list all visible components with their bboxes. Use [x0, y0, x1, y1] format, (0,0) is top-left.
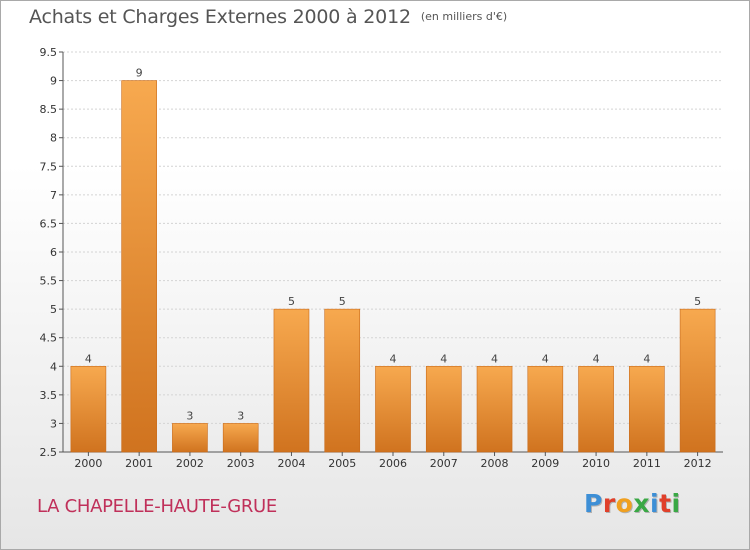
- bar-value-label: 5: [694, 295, 701, 308]
- bar-value-label: 5: [288, 295, 295, 308]
- x-tick-label: 2005: [328, 457, 356, 470]
- logo-letter: P: [584, 489, 603, 518]
- bar-value-label: 4: [542, 352, 549, 365]
- bar-series: 4 9 3 3 5 5 4 4 4 4 4 4 5: [70, 67, 716, 453]
- bar: [273, 308, 310, 453]
- bar-value-label: 5: [339, 295, 346, 308]
- x-axis: 2000 2001 2002 2003 2004 2005 2006 2007 2008 2009…: [74, 452, 712, 470]
- bar: [70, 365, 107, 453]
- x-tick-label: 2011: [633, 457, 661, 470]
- bar: [172, 423, 208, 453]
- y-tick-label: 4: [50, 360, 57, 373]
- x-tick-label: 2001: [125, 457, 153, 470]
- bar: [578, 365, 614, 453]
- bar-value-label: 4: [643, 352, 650, 365]
- chart-title-block: Achats et Charges Externes 2000 à 2012 (e…: [29, 6, 507, 28]
- bar: [679, 308, 716, 453]
- bar: [121, 80, 157, 453]
- chart-unit-note: (en milliers d'€): [420, 10, 508, 23]
- y-tick-label: 8: [50, 132, 57, 145]
- bar: [425, 365, 462, 453]
- bar: [324, 308, 361, 453]
- logo-letter: i: [650, 489, 660, 518]
- x-tick-label: 2000: [74, 457, 102, 470]
- x-tick-label: 2002: [176, 457, 204, 470]
- y-tick-label: 7: [50, 189, 57, 202]
- logo-letter: t: [659, 489, 672, 518]
- bar-value-label: 4: [85, 352, 92, 365]
- y-tick-label: 6.5: [40, 217, 58, 230]
- x-tick-label: 2008: [481, 457, 509, 470]
- y-tick-label: 3: [50, 417, 57, 430]
- bar-value-label: 4: [390, 352, 397, 365]
- y-tick-label: 2.5: [40, 446, 58, 459]
- bar-value-label: 3: [186, 409, 193, 422]
- x-tick-label: 2006: [379, 457, 407, 470]
- x-tick-label: 2010: [582, 457, 610, 470]
- y-tick-label: 5.5: [40, 275, 58, 288]
- x-tick-label: 2012: [684, 457, 712, 470]
- y-tick-label: 7.5: [40, 160, 58, 173]
- bar: [476, 365, 513, 453]
- logo-letter: o: [615, 489, 634, 518]
- commune-name: LA CHAPELLE-HAUTE-GRUE: [37, 496, 277, 517]
- bar: [527, 365, 564, 453]
- bar-value-label: 9: [136, 67, 143, 80]
- proxiti-logo[interactable]: Proxiti: [584, 489, 681, 518]
- x-tick-label: 2009: [531, 457, 559, 470]
- y-tick-label: 5: [50, 303, 57, 316]
- bar-value-label: 4: [491, 352, 498, 365]
- logo-letter: i: [671, 489, 681, 518]
- y-tick-label: 9.5: [40, 46, 58, 59]
- x-tick-label: 2003: [227, 457, 255, 470]
- logo-letter: r: [602, 489, 616, 518]
- chart-title: Achats et Charges Externes 2000 à 2012: [29, 6, 411, 28]
- y-tick-label: 4.5: [40, 332, 58, 345]
- bar-value-label: 3: [237, 409, 244, 422]
- bar: [629, 365, 665, 453]
- y-tick-label: 9: [50, 75, 57, 88]
- y-tick-label: 6: [50, 246, 57, 259]
- y-tick-label: 8.5: [40, 103, 58, 116]
- bar-value-label: 4: [440, 352, 447, 365]
- bar: [222, 423, 259, 453]
- logo-letter: x: [633, 489, 650, 518]
- x-tick-label: 2007: [430, 457, 458, 470]
- x-tick-label: 2004: [277, 457, 305, 470]
- y-tick-label: 3.5: [40, 389, 58, 402]
- bar: [375, 365, 411, 453]
- bar-value-label: 4: [593, 352, 600, 365]
